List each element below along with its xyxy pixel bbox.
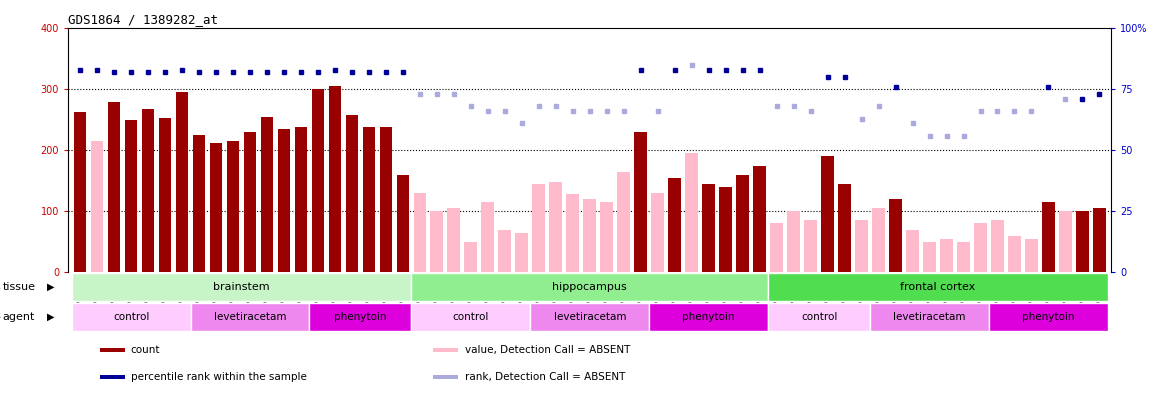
Bar xyxy=(652,193,664,272)
Bar xyxy=(499,230,512,272)
Bar xyxy=(433,348,459,352)
Bar xyxy=(940,239,953,272)
Bar xyxy=(227,141,240,272)
Bar xyxy=(72,273,412,301)
Bar xyxy=(191,303,309,331)
Bar xyxy=(923,242,936,272)
Text: hippocampus: hippocampus xyxy=(553,282,627,292)
Bar xyxy=(312,90,325,272)
Bar xyxy=(736,175,749,272)
Bar xyxy=(754,166,766,272)
Bar xyxy=(533,184,546,272)
Bar xyxy=(261,117,273,272)
Bar xyxy=(72,303,191,331)
Bar xyxy=(634,132,647,272)
Bar xyxy=(430,211,443,272)
Bar xyxy=(412,273,768,301)
Bar xyxy=(668,178,681,272)
Text: phenytoin: phenytoin xyxy=(682,312,735,322)
Bar xyxy=(957,242,970,272)
Bar xyxy=(770,224,783,272)
Bar xyxy=(433,375,459,379)
Bar xyxy=(412,303,530,331)
Bar xyxy=(1042,202,1055,272)
Bar xyxy=(989,303,1108,331)
Bar xyxy=(804,220,817,272)
Bar xyxy=(465,242,477,272)
Bar xyxy=(100,348,125,352)
Bar xyxy=(1025,239,1038,272)
Bar xyxy=(159,118,172,272)
Bar xyxy=(702,184,715,272)
Bar xyxy=(141,109,154,272)
Text: frontal cortex: frontal cortex xyxy=(901,282,976,292)
Bar xyxy=(209,143,222,272)
Text: levetiracetam: levetiracetam xyxy=(554,312,626,322)
Bar xyxy=(870,303,989,331)
Text: levetiracetam: levetiracetam xyxy=(214,312,286,322)
Text: agent: agent xyxy=(2,312,35,322)
Bar xyxy=(448,208,460,272)
Bar xyxy=(720,187,731,272)
Bar xyxy=(838,184,851,272)
Text: GDS1864 / 1389282_at: GDS1864 / 1389282_at xyxy=(68,13,219,26)
Bar xyxy=(91,141,103,272)
Bar xyxy=(583,199,596,272)
Bar xyxy=(515,232,528,272)
Bar xyxy=(346,115,359,272)
Bar xyxy=(396,175,409,272)
Bar xyxy=(649,303,768,331)
Text: brainstem: brainstem xyxy=(213,282,269,292)
Bar xyxy=(1093,208,1105,272)
Bar xyxy=(567,194,579,272)
Bar xyxy=(530,303,649,331)
Text: ▶: ▶ xyxy=(47,312,54,322)
Bar xyxy=(768,303,870,331)
Text: phenytoin: phenytoin xyxy=(1022,312,1075,322)
Bar xyxy=(855,220,868,272)
Bar xyxy=(549,182,562,272)
Bar xyxy=(768,273,1108,301)
Bar xyxy=(74,112,87,272)
Bar xyxy=(1008,236,1021,272)
Bar xyxy=(787,211,800,272)
Bar xyxy=(108,102,120,272)
Bar xyxy=(1060,211,1071,272)
Bar xyxy=(193,135,206,272)
Text: value, Detection Call = ABSENT: value, Detection Call = ABSENT xyxy=(465,345,630,355)
Text: control: control xyxy=(453,312,489,322)
Bar xyxy=(243,132,256,272)
Bar xyxy=(278,129,290,272)
Bar xyxy=(873,208,886,272)
Text: percentile rank within the sample: percentile rank within the sample xyxy=(131,372,307,382)
Bar xyxy=(125,120,138,272)
Text: control: control xyxy=(801,312,837,322)
Bar xyxy=(821,156,834,272)
Bar xyxy=(974,224,987,272)
Bar xyxy=(889,199,902,272)
Text: count: count xyxy=(131,345,160,355)
Bar xyxy=(309,303,412,331)
Text: rank, Detection Call = ABSENT: rank, Detection Call = ABSENT xyxy=(465,372,624,382)
Bar xyxy=(617,172,630,272)
Bar xyxy=(481,202,494,272)
Bar xyxy=(175,92,188,272)
Bar xyxy=(362,127,375,272)
Bar xyxy=(294,127,307,272)
Text: control: control xyxy=(113,312,149,322)
Text: ▶: ▶ xyxy=(47,282,54,292)
Text: levetiracetam: levetiracetam xyxy=(894,312,965,322)
Bar xyxy=(1076,211,1089,272)
Bar xyxy=(601,202,613,272)
Bar xyxy=(328,86,341,272)
Bar xyxy=(907,230,918,272)
Text: tissue: tissue xyxy=(2,282,35,292)
Bar xyxy=(414,193,426,272)
Bar xyxy=(686,153,699,272)
Text: phenytoin: phenytoin xyxy=(334,312,387,322)
Bar xyxy=(991,220,1004,272)
Bar xyxy=(100,375,125,379)
Bar xyxy=(380,127,393,272)
